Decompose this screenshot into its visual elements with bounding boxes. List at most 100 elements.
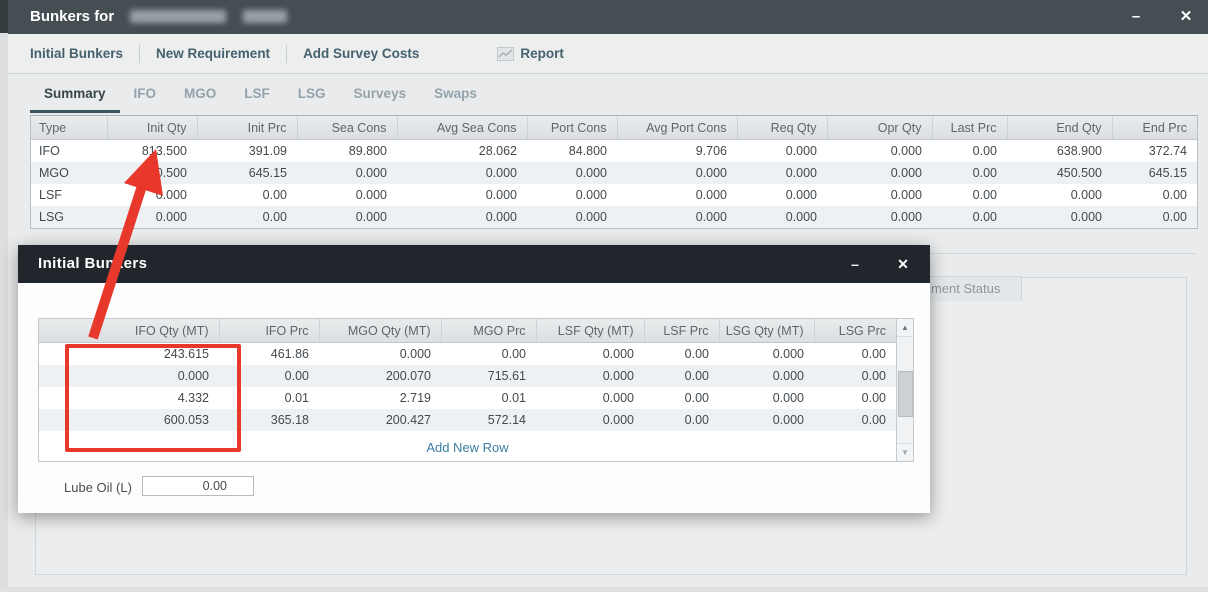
table-cell[interactable]: 365.18: [219, 409, 319, 431]
table-row[interactable]: LSG 0.000 0.00 0.000 0.000 0.000 0.000 0.000 0.0…: [31, 206, 1197, 228]
table-cell[interactable]: 0.00: [861, 391, 886, 405]
table-cell[interactable]: 0.00: [644, 365, 719, 387]
table-cell[interactable]: 2.719: [399, 391, 431, 405]
table-cell: 0.000: [1070, 188, 1102, 202]
table-cell: 0.000: [527, 162, 617, 184]
tab-lsg[interactable]: LSG: [297, 86, 326, 101]
table-cell[interactable]: 0.00: [684, 347, 709, 361]
table-cell[interactable]: 0.01: [284, 391, 309, 405]
new-requirement-button[interactable]: New Requirement: [156, 46, 271, 61]
column-header[interactable]: MGO Qty (MT): [319, 319, 442, 343]
table-cell: 0.000: [617, 162, 737, 184]
table-cell[interactable]: 0.000: [719, 409, 814, 431]
column-header[interactable]: Last Prc: [932, 116, 1008, 140]
lube-oil-input[interactable]: [142, 476, 254, 496]
column-header[interactable]: Opr Qty: [827, 116, 933, 140]
line-chart-icon: [497, 46, 515, 61]
table-row[interactable]: 0.000 0.00 200.070 715.61 0.000 0.00 0.000 0.00: [39, 365, 896, 387]
table-cell[interactable]: 0.00: [861, 347, 886, 361]
table-cell: 0.00: [197, 206, 297, 228]
initial-bunkers-button[interactable]: Initial Bunkers: [30, 46, 124, 61]
table-row[interactable]: MGO 450.500 645.15 0.000 0.000 0.000 0.000 0.00…: [31, 162, 1197, 184]
dialog-titlebar[interactable]: Initial Bunkers – ✕: [18, 245, 930, 283]
column-header[interactable]: Sea Cons: [297, 116, 398, 140]
table-cell[interactable]: 0.000: [719, 365, 814, 387]
table-row[interactable]: 4.332 0.01 2.719 0.01 0.000 0.00 0.000 0.00: [39, 387, 896, 409]
column-header[interactable]: End Qty: [1007, 116, 1113, 140]
column-header[interactable]: IFO Qty (MT): [39, 319, 220, 343]
table-cell[interactable]: 0.00: [684, 391, 709, 405]
table-row[interactable]: LSF 0.000 0.00 0.000 0.000 0.000 0.000 0.000 0.0…: [31, 184, 1197, 206]
table-cell[interactable]: 0.00: [644, 409, 719, 431]
column-header[interactable]: Type: [31, 116, 108, 140]
table-cell[interactable]: 715.61: [441, 365, 536, 387]
bunkers-window: Bunkers for – ✕ Initial Bunkers New Requ…: [8, 0, 1208, 587]
column-header[interactable]: LSG Prc: [814, 319, 896, 343]
table-cell: 0.000: [890, 144, 922, 158]
table-cell: 0.000: [397, 162, 527, 184]
scroll-down-icon[interactable]: ▼: [897, 443, 913, 461]
table-cell[interactable]: 0.00: [501, 347, 526, 361]
table-cell[interactable]: 0.00: [814, 409, 896, 431]
report-button[interactable]: Report: [497, 46, 564, 61]
add-survey-costs-button[interactable]: Add Survey Costs: [303, 46, 420, 61]
table-cell[interactable]: 200.427: [319, 409, 441, 431]
table-cell[interactable]: 0.000: [536, 409, 644, 431]
vertical-scrollbar[interactable]: ▲ ▼: [896, 319, 913, 461]
column-header[interactable]: Port Cons: [527, 116, 618, 140]
table-cell[interactable]: 0.000: [399, 347, 431, 361]
toolbar: Initial Bunkers New Requirement Add Surv…: [8, 34, 1208, 74]
table-row[interactable]: 243.615 461.86 0.000 0.00 0.000 0.00 0.000 0.00: [39, 343, 896, 366]
table-cell[interactable]: 0.01: [501, 391, 526, 405]
scroll-up-icon[interactable]: ▲: [897, 319, 913, 337]
table-cell[interactable]: 0.00: [814, 365, 896, 387]
column-header[interactable]: End Prc: [1112, 116, 1197, 140]
table-cell[interactable]: 0.000: [39, 365, 219, 387]
table-cell[interactable]: 4.332: [177, 391, 209, 405]
table-cell[interactable]: 0.000: [602, 391, 634, 405]
table-cell[interactable]: 0.000: [772, 347, 804, 361]
close-icon[interactable]: ✕: [1179, 8, 1193, 25]
minimize-icon[interactable]: –: [1131, 8, 1141, 25]
table-cell: 0.000: [297, 206, 397, 228]
column-header[interactable]: Avg Port Cons: [617, 116, 738, 140]
column-header[interactable]: IFO Prc: [219, 319, 320, 343]
table-cell[interactable]: 243.615: [163, 347, 209, 361]
table-cell[interactable]: 572.14: [441, 409, 536, 431]
add-new-row-link[interactable]: Add New Row: [39, 437, 896, 459]
table-cell[interactable]: 0.000: [602, 347, 634, 361]
tab-lsf[interactable]: LSF: [244, 86, 270, 101]
column-header[interactable]: Avg Sea Cons: [397, 116, 528, 140]
table-cell[interactable]: 0.000: [536, 365, 644, 387]
tab-mgo[interactable]: MGO: [184, 86, 217, 101]
tab-ifo[interactable]: IFO: [133, 86, 157, 101]
column-header[interactable]: MGO Prc: [441, 319, 537, 343]
table-cell: 450.500: [107, 162, 197, 184]
table-row[interactable]: 600.053 365.18 200.427 572.14 0.000 0.00 0.000…: [39, 409, 896, 431]
window-titlebar[interactable]: Bunkers for – ✕: [8, 0, 1208, 34]
tabstrip: Summary IFO MGO LSF LSG Surveys Swaps: [30, 80, 491, 113]
tab-surveys[interactable]: Surveys: [353, 86, 407, 101]
column-header[interactable]: LSG Qty (MT): [719, 319, 815, 343]
column-header[interactable]: LSF Prc: [644, 319, 720, 343]
tab-summary[interactable]: Summary: [30, 80, 120, 113]
table-cell[interactable]: 200.070: [319, 365, 441, 387]
table-cell[interactable]: 0.000: [772, 391, 804, 405]
table-cell[interactable]: 600.053: [39, 409, 219, 431]
table-cell[interactable]: 461.86: [270, 347, 309, 361]
table-cell[interactable]: 0.00: [219, 365, 319, 387]
column-header[interactable]: Req Qty: [737, 116, 828, 140]
close-icon[interactable]: ✕: [897, 256, 909, 272]
table-row[interactable]: IFO 813.500 391.09 89.800 28.062 84.800 9.706 0…: [31, 140, 1197, 163]
table-cell: 84.800: [568, 144, 607, 158]
table-cell: 0.00: [1162, 188, 1187, 202]
scrollbar-thumb[interactable]: [898, 371, 913, 417]
column-header[interactable]: LSF Qty (MT): [536, 319, 645, 343]
requirement-status-tab-partial[interactable]: ment Status: [920, 276, 1022, 301]
table-cell: LSF: [39, 188, 62, 202]
column-header[interactable]: Init Prc: [197, 116, 298, 140]
minimize-icon[interactable]: –: [851, 256, 859, 272]
table-cell: 645.15: [1112, 162, 1197, 184]
column-header[interactable]: Init Qty: [107, 116, 198, 140]
tab-swaps[interactable]: Swaps: [434, 86, 477, 101]
